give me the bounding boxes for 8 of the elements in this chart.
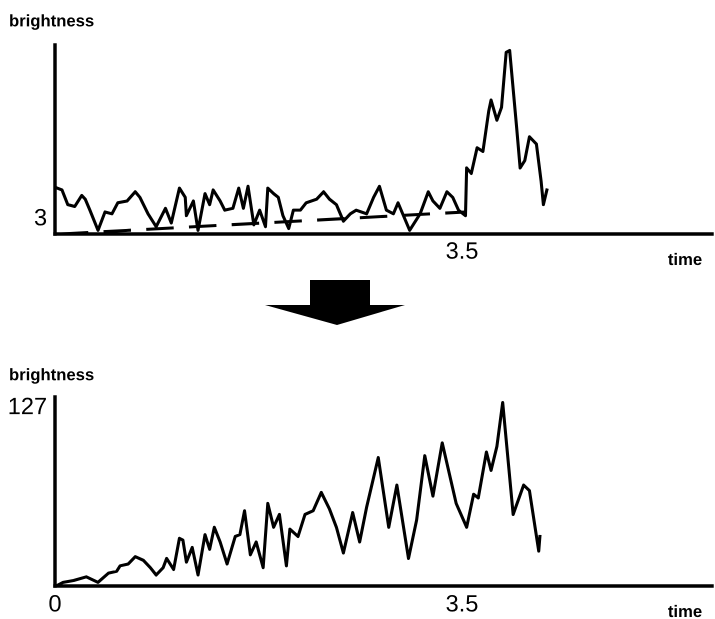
- x-axis-title: time: [668, 604, 702, 618]
- y-axis-title: brightness: [10, 14, 94, 30]
- text: 3: [34, 208, 46, 226]
- x-tick-label: 0: [49, 594, 61, 612]
- text: 3.5: [446, 242, 478, 259]
- y-axis-title: brightness: [10, 368, 94, 384]
- x-axis-title: time: [668, 252, 702, 266]
- text: 127: [10, 398, 46, 414]
